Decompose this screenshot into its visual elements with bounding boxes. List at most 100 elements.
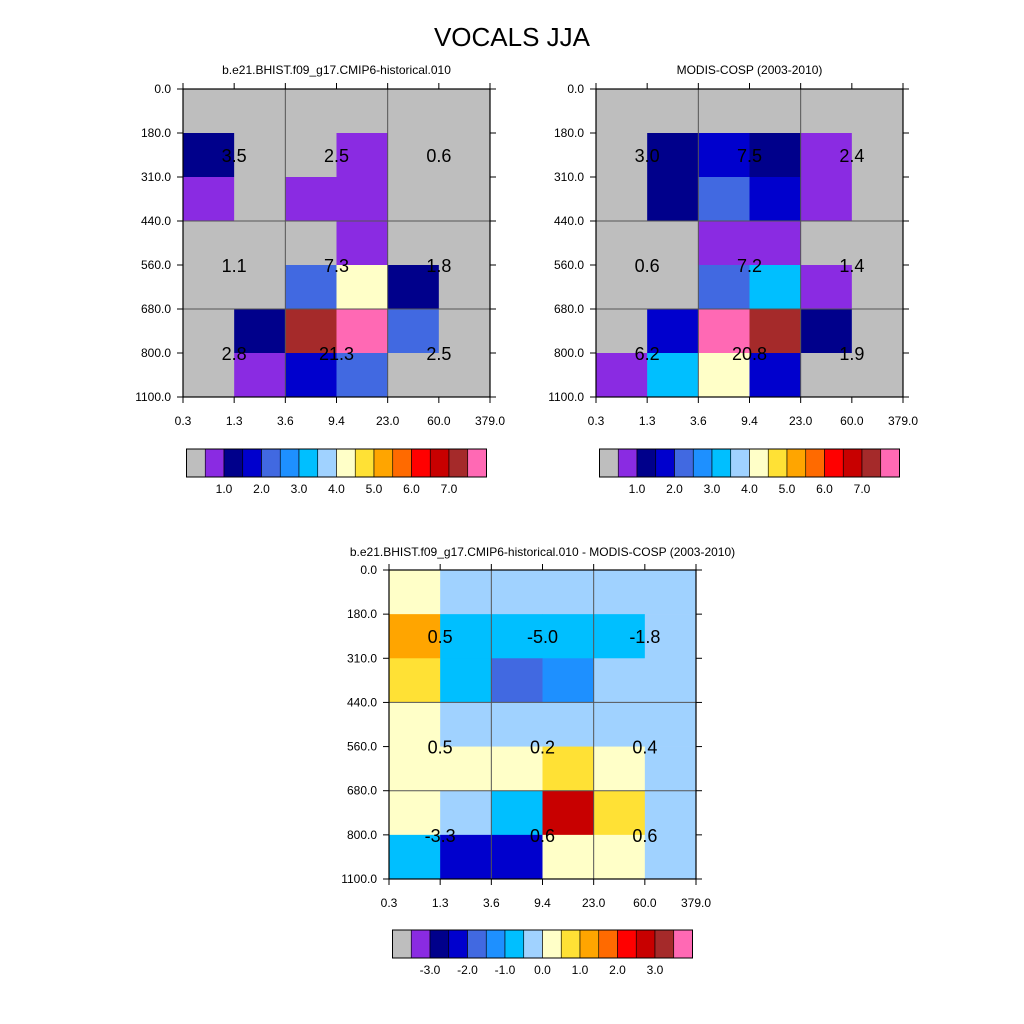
heatmap-cell <box>234 133 286 178</box>
heatmap-cell <box>800 89 853 134</box>
colorbar-label: -3.0 <box>420 963 441 977</box>
box-value-label: 1.8 <box>426 256 451 276</box>
heatmap-cell <box>389 658 441 703</box>
heatmap-cell <box>438 89 491 134</box>
heatmap-cell <box>800 353 853 398</box>
colorbar-label: 3.0 <box>647 963 664 977</box>
box-value-label: 3.5 <box>222 146 247 166</box>
box-value-label: 3.0 <box>635 146 660 166</box>
colorbar-swatch <box>599 448 619 478</box>
heatmap-cell <box>542 570 594 615</box>
colorbar-swatch <box>317 448 337 478</box>
colorbar-label: 2.0 <box>666 482 683 496</box>
heatmap-cell <box>800 133 853 178</box>
heatmap-cell <box>438 221 491 266</box>
panel-1: 0.3 1.3 3.6 9.4 23.0 60.0 379.0 0.0 180.0 310.0 44… <box>135 63 505 496</box>
heatmap-cell <box>644 702 697 747</box>
colorbar-swatch <box>223 448 244 478</box>
colorbar-swatch <box>673 929 693 959</box>
heatmap-cell <box>491 746 543 792</box>
colorbar-label: 5.0 <box>779 482 796 496</box>
heatmap-cell <box>749 265 801 310</box>
heatmap-cell <box>647 133 699 178</box>
x-tick-label: 3.6 <box>277 414 294 428</box>
colorbar-frame <box>599 448 900 478</box>
heatmap-cell <box>542 614 594 659</box>
colorbar-swatch <box>373 448 394 478</box>
x-tick-label: 3.6 <box>483 896 500 910</box>
colorbar-swatch <box>279 448 300 478</box>
y-tick-label: 440.0 <box>554 214 584 228</box>
colorbar-swatch <box>411 448 431 478</box>
colorbar-swatch <box>429 448 450 478</box>
y-tick-label: 310.0 <box>347 651 377 665</box>
box-value-label: 0.5 <box>428 627 453 647</box>
heatmap-cell <box>644 790 697 836</box>
heatmap-cell <box>234 221 286 266</box>
colorbar-label: 1.0 <box>572 963 589 977</box>
heatmap-cell <box>491 614 543 659</box>
y-tick-label: 560.0 <box>347 740 377 754</box>
panel-title: b.e21.BHIST.f09_g17.CMIP6-historical.010… <box>350 545 735 559</box>
colorbar-swatch <box>579 929 600 959</box>
colorbar-swatch <box>354 448 375 478</box>
heatmap-cell <box>336 177 388 222</box>
x-tick-label: 0.3 <box>175 414 192 428</box>
heatmap-cell <box>644 658 697 703</box>
colorbar-swatch <box>261 448 281 478</box>
heatmap-cell <box>438 265 491 310</box>
heatmap-cell <box>647 309 699 354</box>
heatmap-cell <box>749 177 801 222</box>
box-value-label: 21.3 <box>319 344 354 364</box>
heatmap-cell <box>183 177 235 222</box>
colorbar-swatch <box>636 448 657 478</box>
heatmap-cell <box>749 89 801 134</box>
y-tick-label: 440.0 <box>141 214 171 228</box>
heatmap-cell <box>851 89 904 134</box>
colorbar-label: 6.0 <box>816 482 833 496</box>
heatmap-cell <box>389 790 441 836</box>
colorbar-swatch <box>242 448 262 478</box>
colorbar-label: 7.0 <box>441 482 458 496</box>
heatmap-cell <box>698 221 750 266</box>
heatmap-cell <box>389 746 441 792</box>
heatmap-cell <box>387 89 440 134</box>
colorbar-swatch <box>504 929 525 959</box>
box-value-label: 7.2 <box>737 256 762 276</box>
colorbar-swatch <box>542 929 562 959</box>
x-tick-label: 23.0 <box>582 896 606 910</box>
heatmap-cell <box>389 614 441 659</box>
y-tick-label: 800.0 <box>141 346 171 360</box>
heatmap-cell <box>593 834 646 880</box>
colorbar-label: 5.0 <box>366 482 383 496</box>
heatmap-cell <box>285 221 337 266</box>
x-tick-label: 9.4 <box>741 414 758 428</box>
heatmap-cell <box>596 221 648 266</box>
box-value-label: 0.6 <box>426 146 451 166</box>
y-tick-label: 1100.0 <box>341 872 377 886</box>
colorbar-swatch <box>617 448 638 478</box>
heatmap-cell <box>285 353 337 398</box>
colorbar-label: -2.0 <box>457 963 478 977</box>
y-tick-label: 180.0 <box>554 126 584 140</box>
heatmap-cell <box>644 834 697 880</box>
colorbar-swatch <box>392 929 412 959</box>
box-value-label: 2.8 <box>222 344 247 364</box>
y-tick-label: 680.0 <box>141 302 171 316</box>
box-value-label: 1.4 <box>839 256 864 276</box>
heatmap-cell <box>389 834 441 880</box>
colorbar-swatch <box>767 448 788 478</box>
heatmap-cell <box>183 89 235 134</box>
panel-2: 0.3 1.3 3.6 9.4 23.0 60.0 379.0 0.0 180.0 310.0 44… <box>548 63 918 496</box>
y-tick-label: 0.0 <box>154 82 171 96</box>
heatmap-cell <box>234 89 286 134</box>
heatmap-cell <box>800 309 853 354</box>
box-value-label: 2.5 <box>426 344 451 364</box>
colorbar-swatch <box>204 448 225 478</box>
colorbar-label: 1.0 <box>629 482 646 496</box>
heatmap-cell <box>336 265 388 310</box>
heatmap-cell <box>542 746 594 792</box>
heatmap-cell <box>389 570 441 615</box>
heatmap-cell <box>336 221 388 266</box>
